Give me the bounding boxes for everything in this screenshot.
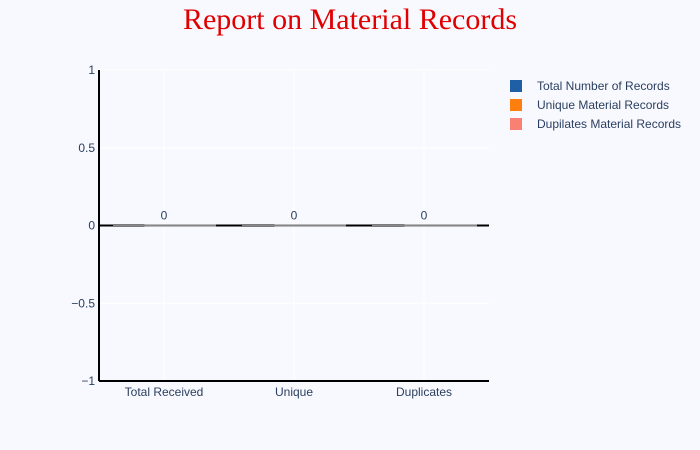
axes [98, 70, 489, 382]
chart-title: Report on Material Records [182, 3, 518, 36]
x-tick-labels: Total Received Unique Duplicates [125, 385, 452, 399]
legend-item[interactable]: Dupilates Material Records [510, 114, 681, 133]
legend-label: Unique Material Records [537, 97, 670, 112]
y-tick-label: −0.5 [71, 296, 95, 310]
legend-item[interactable]: Unique Material Records [510, 95, 681, 114]
legend-label: Dupilates Material Records [537, 116, 682, 131]
y-tick-label: 1 [88, 63, 95, 77]
x-tick-label: Unique [275, 385, 313, 399]
legend-item[interactable]: Total Number of Records [510, 76, 681, 95]
data-label: 0 [161, 209, 168, 223]
legend-swatch [510, 79, 522, 92]
legend-swatch [510, 98, 522, 111]
x-tick-label: Total Received [125, 385, 204, 399]
y-tick-label: −1 [81, 374, 95, 388]
y-tick-labels: 1 0.5 0 −0.5 −1 [71, 63, 95, 388]
y-tick-label: 0 [88, 219, 95, 233]
legend-label: Total Number of Records [537, 78, 670, 93]
data-labels: 0 0 0 [161, 209, 428, 223]
legend: Total Number of Records Unique Material R… [510, 76, 681, 133]
data-label: 0 [291, 209, 298, 223]
x-tick-label: Duplicates [396, 385, 452, 399]
data-label: 0 [421, 209, 428, 223]
y-tick-label: 0.5 [78, 141, 95, 155]
legend-swatch [510, 117, 522, 130]
